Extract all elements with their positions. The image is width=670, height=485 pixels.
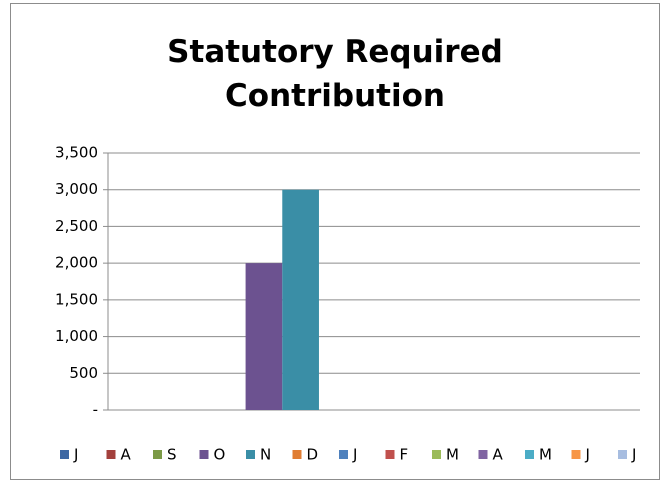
y-tick-label: 3,500 [55,144,98,162]
y-tick-label: 1,000 [55,327,98,345]
legend-label: F [400,446,409,464]
chart-title: Statutory Required Contribution [167,34,503,114]
y-tick-label: 500 [69,364,98,382]
legend-label: J [631,446,636,464]
legend-label: J [585,446,590,464]
legend-label: N [260,446,271,464]
legend-swatch [385,450,395,459]
legend-swatch [292,450,302,459]
legend-swatch [246,450,255,459]
legend-swatch [618,450,627,459]
legend-swatch [339,450,348,459]
legend-label: D [307,446,319,464]
legend-label: A [493,446,504,464]
legend-swatch [153,450,162,459]
legend-label: J [352,446,357,464]
y-tick-label: 2,000 [55,254,98,272]
bar [245,263,283,410]
legend-label: J [73,446,78,464]
legend-swatch [478,450,488,459]
legend-label: A [121,446,132,464]
y-tick-label: 3,000 [55,180,98,198]
legend-swatch [432,450,441,459]
legend-label: O [214,446,226,464]
bar [282,189,319,410]
legend-swatch [525,450,534,459]
y-tick-label: 1,500 [55,290,98,308]
legend-label: S [167,446,177,464]
legend-swatch [60,450,69,459]
legend-swatch [106,450,116,459]
y-tick-label: 2,500 [55,217,98,235]
legend-swatch [199,450,209,459]
legend-label: M [539,446,552,464]
legend-label: M [446,446,459,464]
legend-swatch [571,450,581,459]
y-tick-label: - [93,401,98,419]
chart-border [10,3,660,480]
